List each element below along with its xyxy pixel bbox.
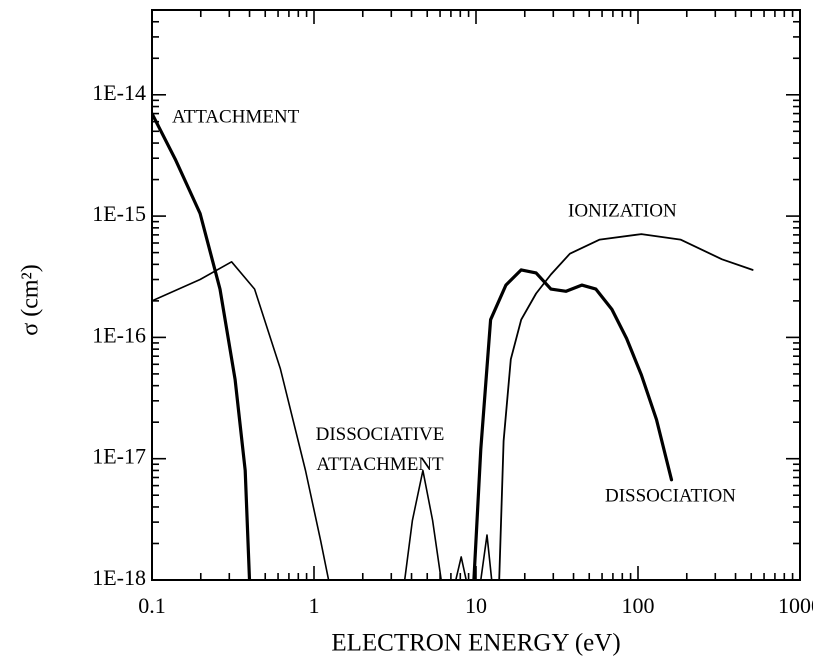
x-tick-label: 0.1 (138, 593, 166, 618)
y-tick-label: 1E-14 (92, 80, 146, 105)
y-tick-label: 1E-18 (92, 565, 146, 590)
y-tick-label: 1E-16 (92, 322, 146, 347)
series-line (152, 261, 493, 580)
y-axis-label: σ (cm²) (18, 264, 44, 335)
y-tick-label: 1E-17 (92, 444, 146, 469)
series-line (152, 112, 252, 580)
x-tick-label: 1000 (778, 593, 813, 618)
y-tick-label: 1E-15 (92, 201, 146, 226)
series-label: DISSOCIATION (605, 485, 736, 506)
x-tick-label: 100 (622, 593, 655, 618)
series-line (472, 268, 674, 580)
series-label-box: DISSOCIATIVE ATTACHMENT (315, 424, 445, 475)
series-line (498, 233, 754, 580)
series-label: DISSOCIATIVE ATTACHMENT (315, 424, 445, 475)
series-label: IONIZATION (568, 200, 677, 221)
x-tick-label: 10 (465, 593, 487, 618)
x-tick-label: 1 (309, 593, 320, 618)
x-axis-label: ELECTRON ENERGY (eV) (331, 630, 620, 657)
series-label: ATTACHMENT (172, 106, 300, 127)
curves (152, 112, 754, 580)
